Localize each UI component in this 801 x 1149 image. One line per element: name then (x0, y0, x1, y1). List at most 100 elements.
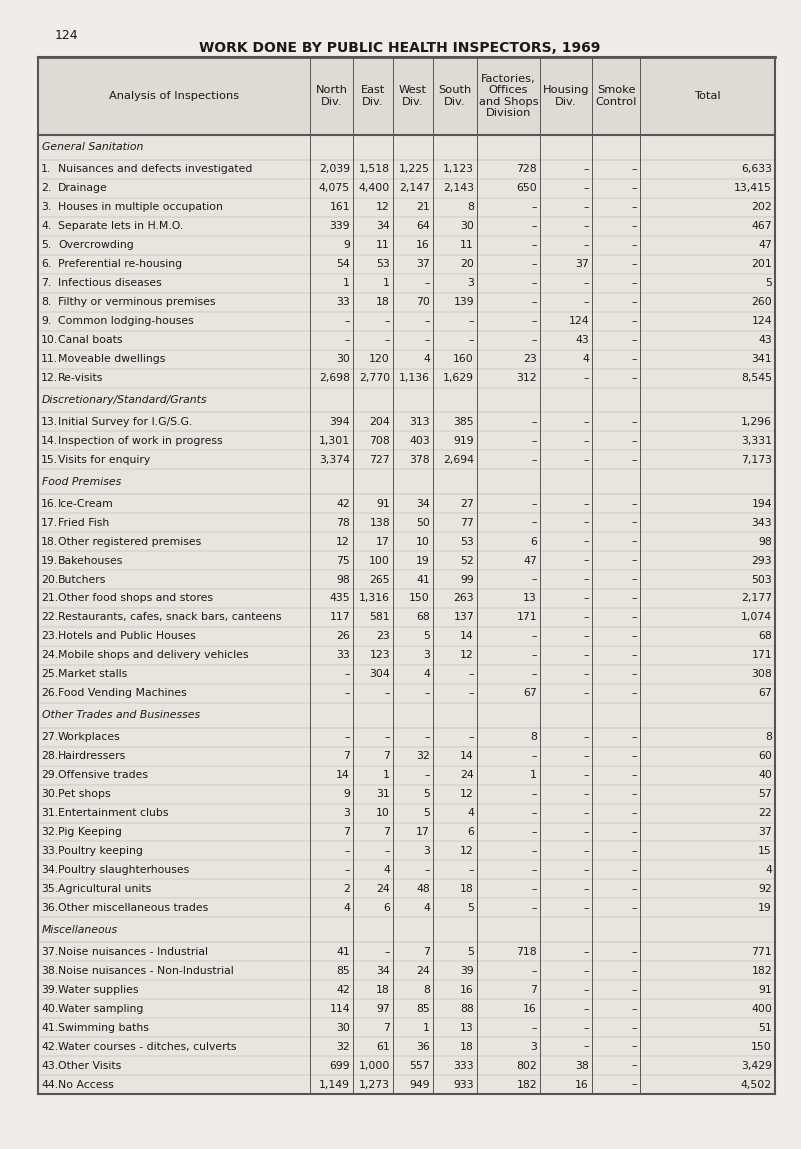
Text: –: – (631, 985, 637, 995)
Text: –: – (583, 903, 589, 913)
Text: 37: 37 (417, 260, 430, 269)
Text: Restaurants, cafes, snack bars, canteens: Restaurants, cafes, snack bars, canteens (58, 612, 281, 623)
Text: WORK DONE BY PUBLIC HEALTH INSPECTORS, 1969: WORK DONE BY PUBLIC HEALTH INSPECTORS, 1… (199, 41, 601, 55)
Text: –: – (583, 574, 589, 585)
Text: –: – (583, 594, 589, 603)
Text: Moveable dwellings: Moveable dwellings (58, 354, 165, 364)
Text: 50: 50 (417, 517, 430, 527)
Text: 37: 37 (759, 827, 772, 836)
Text: –: – (583, 455, 589, 465)
Text: 44.: 44. (41, 1080, 58, 1089)
Text: 8: 8 (423, 985, 430, 995)
Text: –: – (631, 499, 637, 509)
Text: –: – (532, 827, 537, 836)
Text: 21: 21 (417, 202, 430, 213)
Text: 35.: 35. (41, 884, 58, 894)
Text: 34: 34 (376, 965, 390, 976)
Text: –: – (583, 650, 589, 661)
Text: 5: 5 (423, 789, 430, 799)
Text: 11: 11 (461, 240, 474, 250)
Text: 64: 64 (417, 222, 430, 231)
Text: –: – (532, 298, 537, 307)
Text: Overcrowding: Overcrowding (58, 240, 134, 250)
Text: 123: 123 (369, 650, 390, 661)
Text: Factories,
Offices
and Shops
Division: Factories, Offices and Shops Division (479, 74, 538, 118)
Text: –: – (631, 594, 637, 603)
Text: 75: 75 (336, 555, 350, 565)
Text: –: – (631, 373, 637, 383)
Text: 150: 150 (751, 1042, 772, 1051)
Text: 727: 727 (369, 455, 390, 465)
Text: –: – (583, 1003, 589, 1013)
Text: 8.: 8. (41, 298, 51, 307)
Text: –: – (469, 336, 474, 345)
Text: –: – (583, 670, 589, 679)
Text: 39.: 39. (41, 985, 58, 995)
Text: 60: 60 (758, 751, 772, 761)
Text: –: – (532, 884, 537, 894)
Text: 41: 41 (417, 574, 430, 585)
Text: 42: 42 (336, 499, 350, 509)
Text: 16: 16 (575, 1080, 589, 1089)
Text: –: – (583, 965, 589, 976)
Text: 1,518: 1,518 (359, 164, 390, 175)
Text: Bakehouses: Bakehouses (58, 555, 123, 565)
Text: Water courses - ditches, culverts: Water courses - ditches, culverts (58, 1042, 236, 1051)
Text: 27.: 27. (41, 732, 58, 742)
Text: 5: 5 (765, 278, 772, 288)
Text: 2: 2 (343, 884, 350, 894)
Text: –: – (583, 555, 589, 565)
Text: 4: 4 (765, 865, 772, 874)
Text: 30: 30 (460, 222, 474, 231)
Text: –: – (631, 903, 637, 913)
Text: –: – (583, 240, 589, 250)
Text: 68: 68 (417, 612, 430, 623)
Text: 949: 949 (409, 1080, 430, 1089)
Text: 37: 37 (575, 260, 589, 269)
Text: Noise nuisances - Industrial: Noise nuisances - Industrial (58, 947, 208, 957)
Text: 16: 16 (523, 1003, 537, 1013)
Text: –: – (425, 865, 430, 874)
Text: 2,039: 2,039 (319, 164, 350, 175)
Text: 4.: 4. (41, 222, 51, 231)
Text: –: – (532, 316, 537, 326)
Text: 1.: 1. (41, 164, 51, 175)
Text: –: – (583, 947, 589, 957)
Text: 124: 124 (751, 316, 772, 326)
Text: 1,123: 1,123 (443, 164, 474, 175)
Text: –: – (425, 732, 430, 742)
Text: General Sanitation: General Sanitation (42, 142, 143, 153)
Text: 12: 12 (461, 789, 474, 799)
Text: 2,698: 2,698 (319, 373, 350, 383)
Text: 2,694: 2,694 (443, 455, 474, 465)
Text: 1: 1 (423, 1023, 430, 1033)
Text: 385: 385 (453, 417, 474, 426)
Text: –: – (583, 751, 589, 761)
Text: –: – (583, 808, 589, 818)
Text: –: – (631, 574, 637, 585)
Text: 42: 42 (336, 985, 350, 995)
Text: 435: 435 (329, 594, 350, 603)
Text: 36: 36 (417, 1042, 430, 1051)
Text: Re-visits: Re-visits (58, 373, 103, 383)
Text: 7: 7 (530, 985, 537, 995)
Text: –: – (631, 1023, 637, 1033)
Text: 12: 12 (461, 650, 474, 661)
Text: –: – (631, 202, 637, 213)
Text: –: – (384, 316, 390, 326)
Text: 26: 26 (336, 632, 350, 641)
Text: –: – (583, 985, 589, 995)
Text: 24.: 24. (41, 650, 58, 661)
Text: –: – (631, 417, 637, 426)
Text: –: – (344, 846, 350, 856)
Text: 92: 92 (759, 884, 772, 894)
Text: 37.: 37. (41, 947, 58, 957)
Text: 394: 394 (329, 417, 350, 426)
Text: 919: 919 (453, 435, 474, 446)
Text: –: – (425, 316, 430, 326)
Text: –: – (384, 947, 390, 957)
Text: –: – (532, 240, 537, 250)
Text: –: – (532, 336, 537, 345)
Text: Food Vending Machines: Food Vending Machines (58, 688, 187, 699)
Text: 6,633: 6,633 (741, 164, 772, 175)
